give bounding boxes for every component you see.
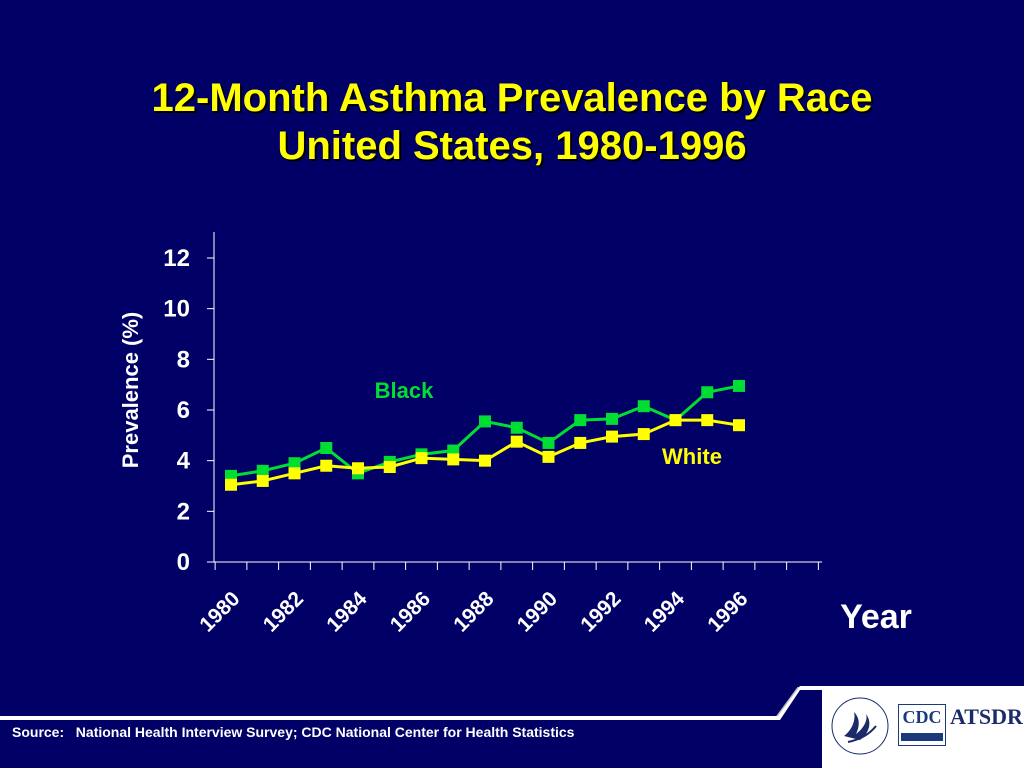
data-point-white (637, 428, 650, 441)
data-point-white (733, 419, 745, 432)
series-label-white: White (662, 444, 722, 469)
y-axis-label: Prevalence (%) (118, 312, 143, 469)
y-tick-label: 4 (177, 448, 191, 475)
x-axis-label: Year (840, 598, 912, 636)
data-point-black (320, 442, 333, 454)
source-label: Source: (12, 724, 65, 740)
atsdr-logo: ATSDR (950, 704, 1023, 729)
data-point-black (701, 386, 714, 399)
data-point-white (542, 450, 555, 463)
data-point-white (701, 414, 714, 427)
data-point-white (479, 454, 491, 467)
y-tick-label: 0 (177, 549, 190, 576)
data-point-black (510, 421, 523, 434)
slide-title: 12-Month Asthma Prevalence by Race Unite… (0, 74, 1024, 170)
agency-logos: CDC ATSDR (822, 690, 1023, 768)
data-point-black (288, 457, 301, 470)
cdc-logo: CDC (898, 704, 946, 746)
data-point-black (542, 436, 555, 449)
data-point-white (320, 459, 333, 472)
y-tick-label: 12 (163, 245, 190, 272)
data-point-white (415, 452, 428, 465)
title-line-2: United States, 1980-1996 (277, 124, 747, 168)
series-label-black: Black (375, 378, 434, 403)
data-point-black (256, 464, 269, 477)
data-point-white (447, 453, 460, 466)
data-point-white (510, 435, 523, 448)
data-point-white (606, 430, 618, 443)
y-tick-label: 8 (177, 346, 190, 373)
data-point-white (383, 461, 396, 473)
data-point-white (288, 467, 301, 480)
y-tick-label: 6 (177, 397, 190, 424)
data-point-white (352, 462, 364, 475)
data-point-white (256, 474, 269, 487)
data-point-white (574, 436, 587, 449)
data-point-black (479, 415, 491, 428)
cdc-logo-text: CDC (902, 707, 942, 727)
y-tick-label: 10 (163, 296, 190, 323)
data-point-black (574, 414, 587, 427)
source-note: Source: National Health Interview Survey… (12, 724, 574, 740)
hhs-seal-logo (831, 697, 889, 755)
source-text: National Health Interview Survey; CDC Na… (75, 724, 575, 740)
title-line-1: 12-Month Asthma Prevalence by Race (151, 76, 873, 120)
y-tick-label: 2 (177, 498, 190, 525)
cdc-logo-bar (901, 733, 943, 741)
data-point-white (669, 414, 682, 427)
data-point-black (637, 400, 650, 413)
data-point-black (733, 379, 745, 392)
data-point-white (225, 478, 237, 491)
data-point-black (606, 412, 618, 425)
